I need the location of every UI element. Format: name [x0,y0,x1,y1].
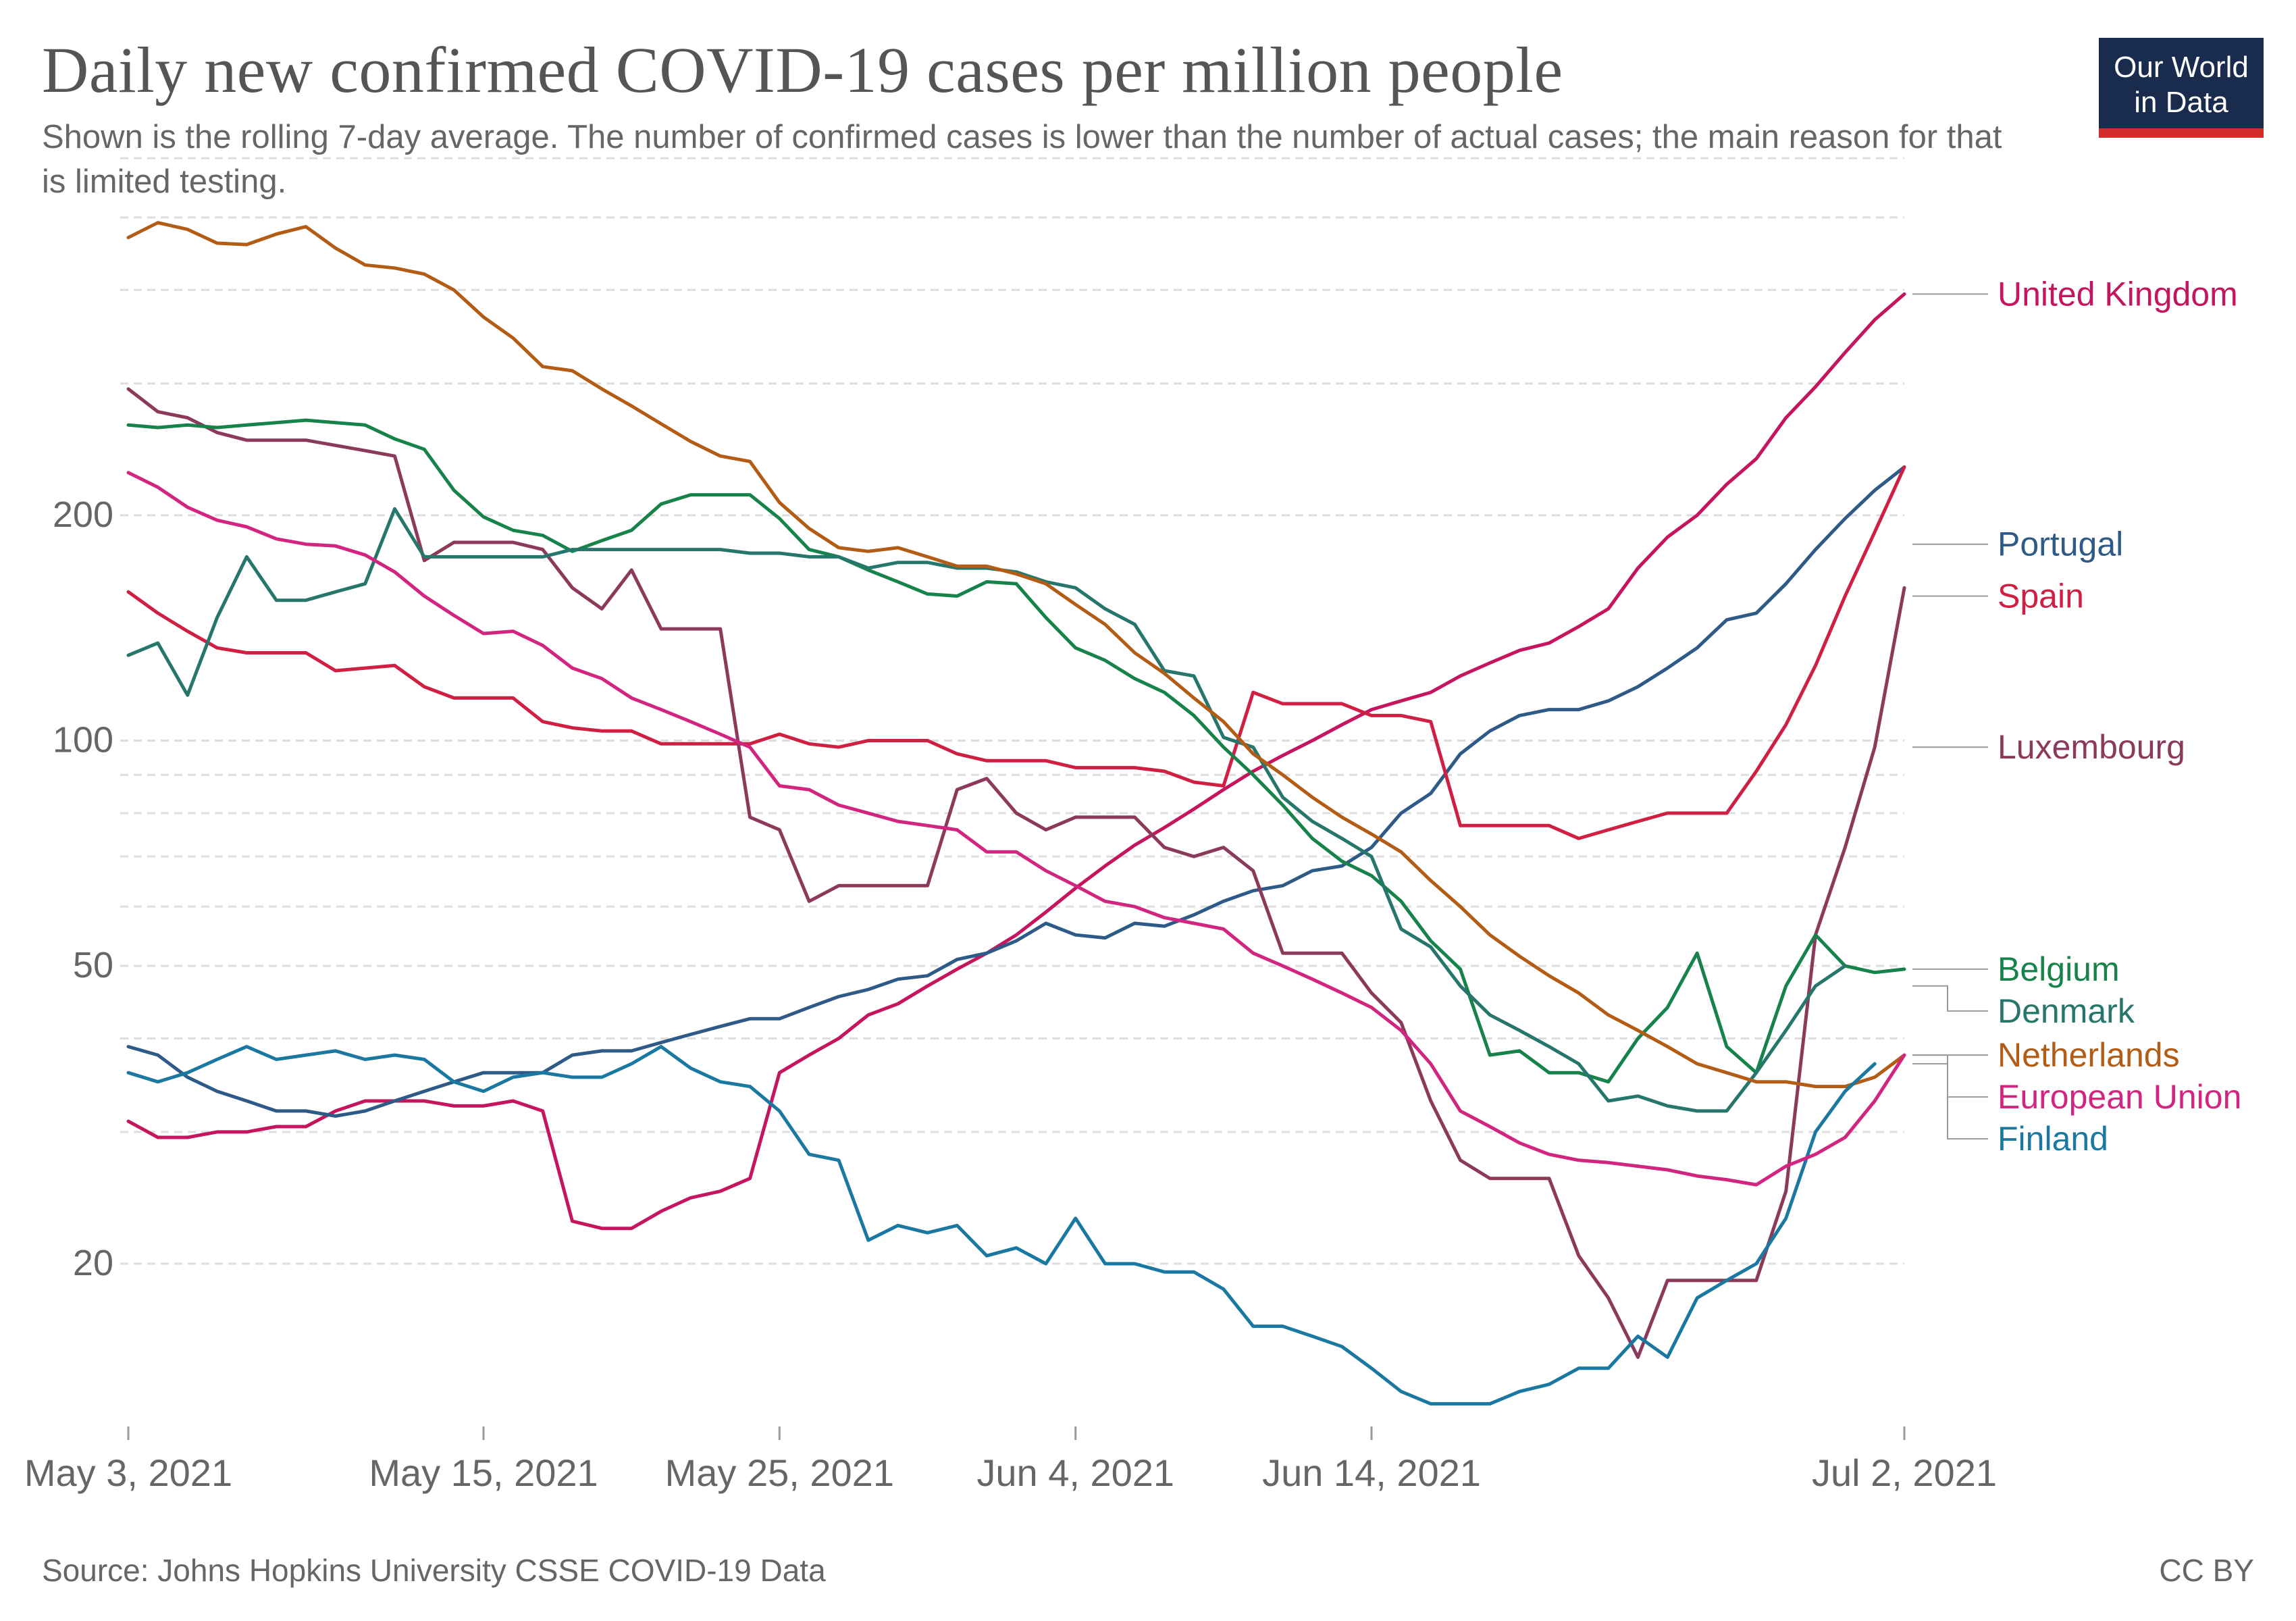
series-label-luxembourg: Luxembourg [1998,728,2185,766]
series-label-denmark: Denmark [1998,992,2135,1030]
series-label-belgium: Belgium [1998,950,2120,988]
y-tick-label: 100 [53,720,113,761]
series-label-portugal: Portugal [1998,525,2123,563]
x-tick-label: Jun 14, 2021 [1262,1451,1481,1494]
leader-line-finland [1912,1063,1988,1140]
series-line-belgium [126,418,1906,1084]
source-note: Source: Johns Hopkins University CSSE CO… [42,1553,826,1588]
series-labels: United Kingdom Portugal Spain Luxembourg Bel… [1912,275,2241,1158]
x-axis: May 3, 2021 May 15, 2021 May 25, 2021 Jun 4… [24,1426,1997,1494]
y-tick-label: 200 [53,494,113,535]
series-label-finland: Finland [1998,1120,2108,1158]
series-label-netherlands: Netherlands [1998,1036,2180,1074]
series-line-spain [126,465,1906,840]
series-line-luxembourg [126,387,1906,1359]
series-line-denmark [126,507,1847,1113]
y-tick-label: 50 [73,945,113,985]
series-line-european-union [126,471,1906,1187]
leader-line-denmark [1912,985,1988,1012]
logo-line-1: Our World [2114,51,2249,84]
series-label-european-union: European Union [1998,1078,2241,1116]
y-axis: 20 50 100 200 [53,494,113,1283]
series-label-united-kingdom: United Kingdom [1998,275,2238,313]
license-link[interactable]: CC BY [2159,1553,2254,1588]
logo-line-2: in Data [2134,86,2228,119]
owid-logo[interactable]: Our World in Data [2099,38,2264,138]
y-gridlines [120,157,1904,1265]
x-tick-label: May 15, 2021 [369,1451,598,1494]
chart-subtitle: Shown is the rolling 7-day average. The … [42,119,2002,200]
series-line-netherlands [126,221,1906,1089]
leader-line-european-union [1912,1054,1988,1098]
series-line-finland [126,1045,1877,1406]
series-lines [126,221,1906,1406]
series-line-portugal [126,465,1906,1118]
x-tick-label: May 25, 2021 [665,1451,894,1494]
x-tick-label: Jun 4, 2021 [976,1451,1174,1494]
x-tick-label: May 3, 2021 [24,1451,232,1494]
series-label-spain: Spain [1998,577,2084,615]
series-line-united-kingdom [126,292,1906,1231]
x-tick-label: Jul 2, 2021 [1812,1451,1997,1494]
y-tick-label: 20 [73,1243,113,1283]
chart-title: Daily new confirmed COVID-19 cases per m… [42,34,1563,106]
